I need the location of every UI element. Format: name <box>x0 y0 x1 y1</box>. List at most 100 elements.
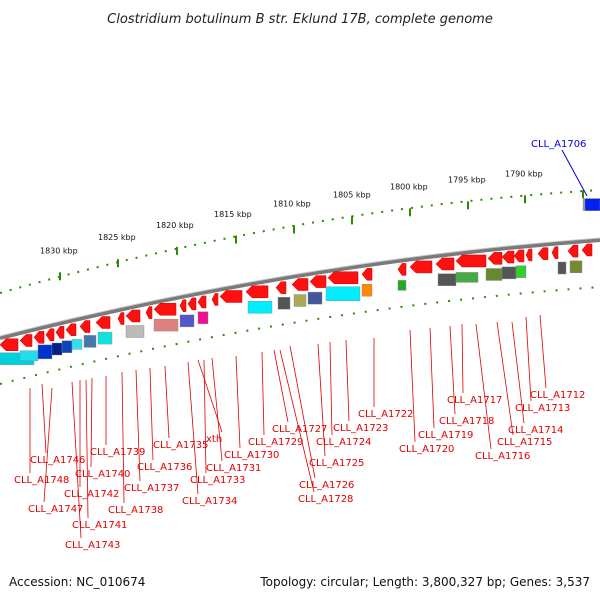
gene-feature-box[interactable] <box>569 260 583 273</box>
gene-feature-box[interactable] <box>325 286 361 301</box>
gene-label[interactable]: CLL_A1720 <box>399 444 454 455</box>
gene-feature-box[interactable] <box>501 266 517 280</box>
gene-feature-box[interactable] <box>437 273 457 286</box>
gene-feature-box[interactable] <box>307 291 323 305</box>
gene-arrow[interactable] <box>327 271 359 285</box>
gene-arrow[interactable] <box>19 334 33 347</box>
gene-label[interactable]: CLL_A1713 <box>515 403 570 414</box>
gene-feature-box[interactable] <box>584 198 600 211</box>
gene-label[interactable]: CLL_A1747 <box>28 504 83 515</box>
gene-feature-box[interactable] <box>179 314 195 328</box>
gene-label[interactable]: CLL_A1723 <box>333 423 388 434</box>
gene-feature-box[interactable] <box>125 325 145 338</box>
gene-feature-box[interactable] <box>61 340 73 353</box>
gene-label[interactable]: CLL_A1743 <box>65 540 120 551</box>
gene-feature-box[interactable] <box>455 272 479 283</box>
gene-label[interactable]: CLL_A1737 <box>124 483 179 494</box>
gene-feature-box[interactable] <box>247 301 273 314</box>
gene-arrow[interactable] <box>45 328 55 341</box>
gene-feature-box[interactable] <box>515 265 527 278</box>
gene-label[interactable]: CLL_A1728 <box>298 494 353 505</box>
gene-arrow[interactable] <box>219 290 243 303</box>
gene-label[interactable]: CLL_A1712 <box>530 390 585 401</box>
gene-feature-box[interactable] <box>293 294 307 307</box>
gene-arrow[interactable] <box>487 252 503 265</box>
gene-feature-box[interactable] <box>97 331 113 345</box>
gene-label[interactable]: CLL_A1740 <box>75 469 130 480</box>
gene-leader-line <box>429 327 435 429</box>
gene-label[interactable]: CLL_A1717 <box>447 395 502 406</box>
scale-tick <box>409 208 411 217</box>
gene-arrow[interactable] <box>65 323 77 337</box>
gene-arrow[interactable] <box>455 254 487 268</box>
gene-label[interactable]: CLL_A1746 <box>30 455 85 466</box>
gene-label[interactable]: CLL_A1738 <box>108 505 163 516</box>
gene-feature-box[interactable] <box>397 280 407 291</box>
gene-label[interactable]: CLL_A1733 <box>190 475 245 486</box>
gene-arrow[interactable] <box>145 306 153 319</box>
gene-label[interactable]: CLL_A1736 <box>137 462 192 473</box>
gene-arrow[interactable] <box>581 243 593 257</box>
gene-feature-box[interactable] <box>277 297 291 310</box>
gene-arrow[interactable] <box>513 249 525 263</box>
gene-label[interactable]: CLL_A1722 <box>358 409 413 420</box>
gene-arrow[interactable] <box>551 246 559 259</box>
gene-arrow[interactable] <box>153 303 177 316</box>
gene-feature-box[interactable] <box>197 311 209 324</box>
gene-feature-box[interactable] <box>51 342 63 356</box>
highlight-gene-label[interactable]: CLL_A1706 <box>531 139 586 150</box>
gene-arrow[interactable] <box>245 285 269 299</box>
gene-arrow[interactable] <box>525 248 533 262</box>
gene-arrow[interactable] <box>435 257 455 271</box>
gene-label[interactable]: CLL_A1725 <box>309 458 364 469</box>
gene-label[interactable]: CLL_A1739 <box>90 447 145 458</box>
gene-arrow[interactable] <box>291 278 309 291</box>
gene-arrow[interactable] <box>95 316 111 329</box>
gene-label[interactable]: CLL_A1731 <box>206 463 261 474</box>
gene-arrow[interactable] <box>537 247 549 260</box>
gene-arrow[interactable] <box>361 267 373 281</box>
gene-feature-box[interactable] <box>361 284 373 297</box>
gene-label[interactable]: CLL_A1742 <box>64 489 119 500</box>
gene-arrow[interactable] <box>125 309 141 323</box>
gene-label[interactable]: CLL_A1714 <box>508 425 563 436</box>
gene-label[interactable]: CLL_A1716 <box>475 451 530 462</box>
gene-arrow[interactable] <box>179 299 187 312</box>
gene-arrow[interactable] <box>0 338 19 351</box>
gene-feature-box[interactable] <box>71 339 83 350</box>
gene-feature-box[interactable] <box>557 261 567 275</box>
gene-arrow[interactable] <box>501 250 515 264</box>
gene-arrow[interactable] <box>117 312 125 325</box>
gene-arrow[interactable] <box>409 260 433 274</box>
gene-label[interactable]: CLL_A1735 <box>153 440 208 451</box>
scale-tick <box>524 195 526 204</box>
gene-label[interactable]: CLL_A1727 <box>272 424 327 435</box>
gene-arrow[interactable] <box>275 281 287 294</box>
gene-label[interactable]: CLL_A1715 <box>497 437 552 448</box>
gene-arrow[interactable] <box>211 293 219 306</box>
gene-feature-box[interactable] <box>83 335 97 348</box>
gene-arrow[interactable] <box>309 275 327 288</box>
gene-label[interactable]: CLL_A1726 <box>299 480 354 491</box>
gene-arrow[interactable] <box>55 326 65 339</box>
gene-label[interactable]: xth <box>206 434 222 445</box>
gene-arrow[interactable] <box>187 297 197 311</box>
gene-arrow[interactable] <box>33 331 45 344</box>
gene-arrow[interactable] <box>79 320 91 333</box>
gene-label[interactable]: CLL_A1734 <box>182 496 237 507</box>
gene-label[interactable]: CLL_A1748 <box>14 475 69 486</box>
gene-feature-box[interactable] <box>153 318 179 332</box>
gene-label[interactable]: CLL_A1724 <box>316 437 371 448</box>
gene-arrow[interactable] <box>567 244 579 258</box>
gene-feature-box[interactable] <box>37 344 53 360</box>
gene-feature-box[interactable] <box>485 268 503 281</box>
gene-label[interactable]: CLL_A1719 <box>418 430 473 441</box>
gene-arrow[interactable] <box>397 263 407 276</box>
gene-label[interactable]: CLL_A1718 <box>439 416 494 427</box>
gene-arrow[interactable] <box>197 295 207 309</box>
gene-label[interactable]: CLL_A1741 <box>72 520 127 531</box>
gene-label[interactable]: CLL_A1730 <box>224 450 279 461</box>
gene-leader-line <box>203 359 207 474</box>
gene-feature-box[interactable] <box>19 350 39 361</box>
gene-label[interactable]: CLL_A1729 <box>248 437 303 448</box>
